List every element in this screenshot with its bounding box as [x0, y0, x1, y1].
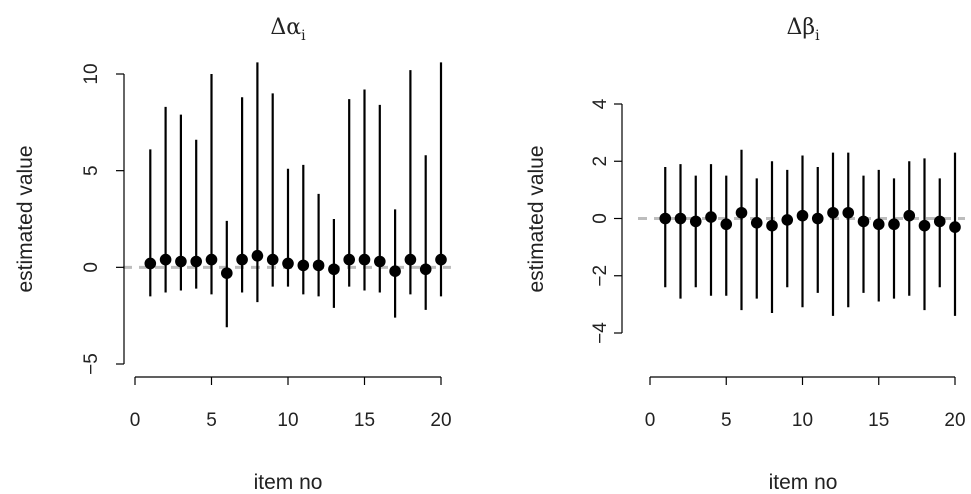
- estimate-point: [251, 249, 264, 262]
- x-axis-left: 0 5 10 15 20: [130, 376, 452, 431]
- y-tick-label: −5: [81, 353, 102, 375]
- estimate-point: [750, 216, 763, 229]
- x-tick-label: 0: [130, 410, 141, 431]
- estimate-point: [933, 215, 946, 228]
- estimate-point: [328, 263, 340, 276]
- estimate-point: [266, 253, 279, 266]
- estimate-point: [404, 253, 417, 266]
- estimate-point: [419, 263, 432, 276]
- estimate-point: [236, 253, 248, 266]
- x-tick-label: 20: [944, 410, 965, 431]
- estimate-point: [903, 209, 916, 222]
- y-tick-label: 5: [81, 165, 102, 176]
- estimate-point: [374, 255, 386, 268]
- estimate-point: [888, 218, 900, 231]
- estimate-point: [312, 259, 325, 272]
- data-marks-right: [659, 149, 961, 316]
- x-tick-label: 20: [430, 410, 451, 431]
- estimate-point: [720, 218, 733, 231]
- panel-title-delta-beta: Δβi: [786, 15, 820, 44]
- y-tick-label: −4: [590, 322, 611, 344]
- x-axis-title-right: item no: [769, 471, 838, 494]
- y-tick-label: 0: [590, 213, 611, 224]
- y-axis-title-right: estimated value: [525, 145, 548, 292]
- y-tick-label: 10: [81, 63, 102, 84]
- estimate-point: [872, 218, 885, 231]
- x-tick-label: 15: [354, 410, 375, 431]
- estimate-point: [842, 206, 855, 219]
- estimate-point: [205, 253, 218, 266]
- estimate-point: [159, 253, 172, 266]
- y-tick-label: 4: [590, 98, 611, 109]
- estimate-point: [674, 212, 687, 225]
- x-tick-label: 10: [792, 410, 813, 431]
- estimate-point: [949, 221, 961, 233]
- estimate-point: [389, 265, 401, 278]
- estimate-point: [221, 267, 233, 279]
- estimate-point: [766, 219, 778, 232]
- estimate-point: [735, 206, 748, 219]
- estimate-point: [857, 215, 870, 228]
- estimate-point: [781, 214, 794, 226]
- x-tick-label: 10: [277, 410, 298, 431]
- estimate-point: [689, 215, 702, 228]
- estimate-point: [358, 253, 371, 266]
- estimate-point: [190, 255, 202, 268]
- estimate-point: [343, 253, 356, 266]
- data-marks-left: [144, 62, 447, 328]
- estimate-point: [796, 209, 809, 222]
- estimate-point: [659, 212, 672, 225]
- estimate-point: [144, 257, 157, 270]
- x-tick-label: 5: [721, 410, 732, 431]
- x-axis-title-left: item no: [254, 471, 323, 494]
- x-axis-right: 0 5 10 15 20: [645, 376, 966, 431]
- y-axis-title-left: estimated value: [14, 145, 37, 292]
- x-tick-label: 5: [206, 410, 217, 431]
- y-tick-label: 0: [81, 262, 102, 273]
- estimate-point: [705, 211, 717, 223]
- y-tick-label: 2: [590, 156, 611, 167]
- panel-title-delta-alpha: Δαi: [270, 15, 306, 44]
- estimate-point: [282, 257, 294, 270]
- y-tick-label: −2: [590, 265, 611, 287]
- x-tick-label: 15: [868, 410, 889, 431]
- x-tick-label: 0: [645, 410, 656, 431]
- estimate-point: [811, 212, 824, 225]
- estimate-point: [435, 253, 447, 266]
- y-axis-right: −4 −2 0 2 4: [590, 98, 623, 344]
- panel-delta-alpha: Δαi estimated value item no −5 0 5 10 0 5 10 1…: [14, 15, 452, 494]
- estimate-point: [918, 219, 931, 232]
- y-axis-left: −5 0 5 10: [81, 63, 125, 375]
- estimate-point: [827, 206, 839, 219]
- estimate-point: [297, 259, 310, 272]
- estimate-point: [175, 255, 187, 268]
- panel-delta-beta: Δβi estimated value item no −4 −2 0 2 4 0 5 10…: [525, 15, 966, 494]
